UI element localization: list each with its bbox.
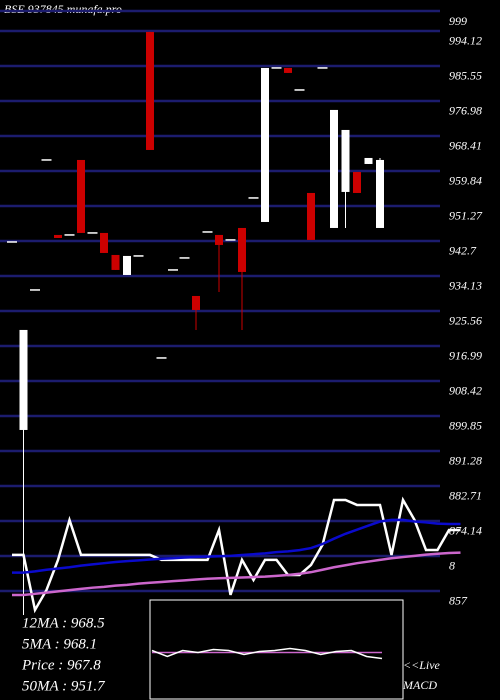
candle-body (215, 234, 223, 245)
live-label: <<Live (403, 658, 441, 672)
chart-title: BSE 937845 munafa.pro (4, 2, 122, 16)
y-tick-label: 976.98 (449, 104, 482, 118)
y-tick-label: 874.14 (449, 524, 482, 538)
macd-line (151, 647, 383, 660)
candle-body (123, 255, 131, 275)
macd-panel (149, 599, 404, 700)
y-tick-label: 857 (449, 594, 468, 608)
candle-body (238, 227, 246, 272)
candle-body (261, 67, 269, 222)
y-tick-label: 882.71 (449, 489, 482, 503)
candle-body (364, 157, 373, 164)
y-tick-label: 891.28 (449, 454, 482, 468)
info-label: 5MA : 968.1 (22, 636, 97, 652)
candle-body (100, 232, 108, 253)
y-tick-label: 916.99 (449, 349, 482, 363)
y-tick-label: 951.27 (449, 209, 483, 223)
candle-body (307, 192, 315, 240)
y-tick-label: 899.85 (449, 419, 482, 433)
info-label: Price : 967.8 (21, 657, 101, 673)
candle-body (353, 171, 361, 193)
info-label: 50MA : 951.7 (22, 678, 106, 694)
candle-body (111, 254, 120, 270)
candle-body (146, 31, 154, 150)
y-tick-label: 942.7 (449, 244, 477, 258)
y-tick-label: 999 (449, 14, 467, 28)
candle-body (77, 159, 85, 233)
y-tick-label: 994.12 (449, 34, 482, 48)
candle-body (192, 295, 200, 310)
y-tick-label: 908.42 (449, 384, 482, 398)
candle-body (330, 109, 338, 228)
candle-body (376, 159, 384, 228)
y-tick-label: 959.84 (449, 174, 482, 188)
y-tick-label: 8 (449, 559, 455, 573)
info-label: 12MA : 968.5 (22, 615, 105, 631)
candle-body (284, 67, 292, 73)
y-tick-label: 925.56 (449, 314, 482, 328)
y-tick-label: 968.41 (449, 139, 482, 153)
candle-body (54, 234, 62, 238)
candle-body (341, 129, 350, 192)
y-tick-label: 985.55 (449, 69, 482, 83)
indicator-line (12, 518, 461, 574)
indicator-line (12, 551, 461, 597)
macd-label: MACD (402, 678, 437, 692)
candle-body (19, 329, 28, 430)
y-tick-label: 934.13 (449, 279, 482, 293)
